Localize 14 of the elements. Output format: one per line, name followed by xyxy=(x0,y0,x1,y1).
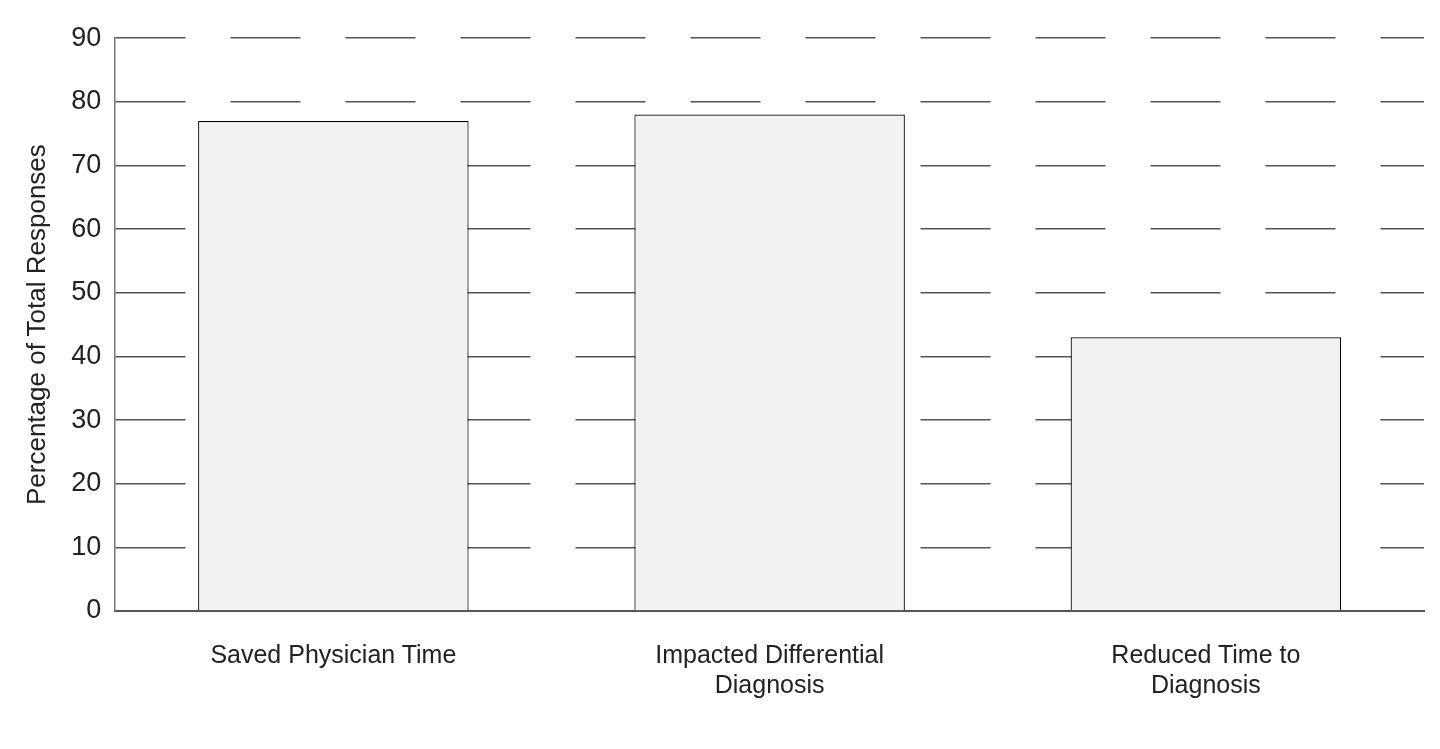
y-tick-label: 60 xyxy=(71,212,102,243)
x-tick-label: Saved Physician Time xyxy=(210,639,457,668)
y-tick-label: 30 xyxy=(71,403,102,434)
y-tick-label: 40 xyxy=(71,339,102,370)
y-tick-label: 10 xyxy=(71,530,102,561)
x-tick-label: Reduced Time to Diagnosis xyxy=(1111,639,1301,698)
x-tick-label: Impacted Differential Diagnosis xyxy=(655,639,885,698)
y-tick-label: 80 xyxy=(71,85,102,116)
y-tick-label: 70 xyxy=(71,148,102,179)
y-tick-label: 50 xyxy=(71,276,102,307)
y-tick-label: 0 xyxy=(86,594,102,625)
y-tick-label: 90 xyxy=(71,21,102,52)
y-axis-title: Percentage of Total Responses xyxy=(20,144,51,506)
y-tick-label: 20 xyxy=(71,467,102,498)
